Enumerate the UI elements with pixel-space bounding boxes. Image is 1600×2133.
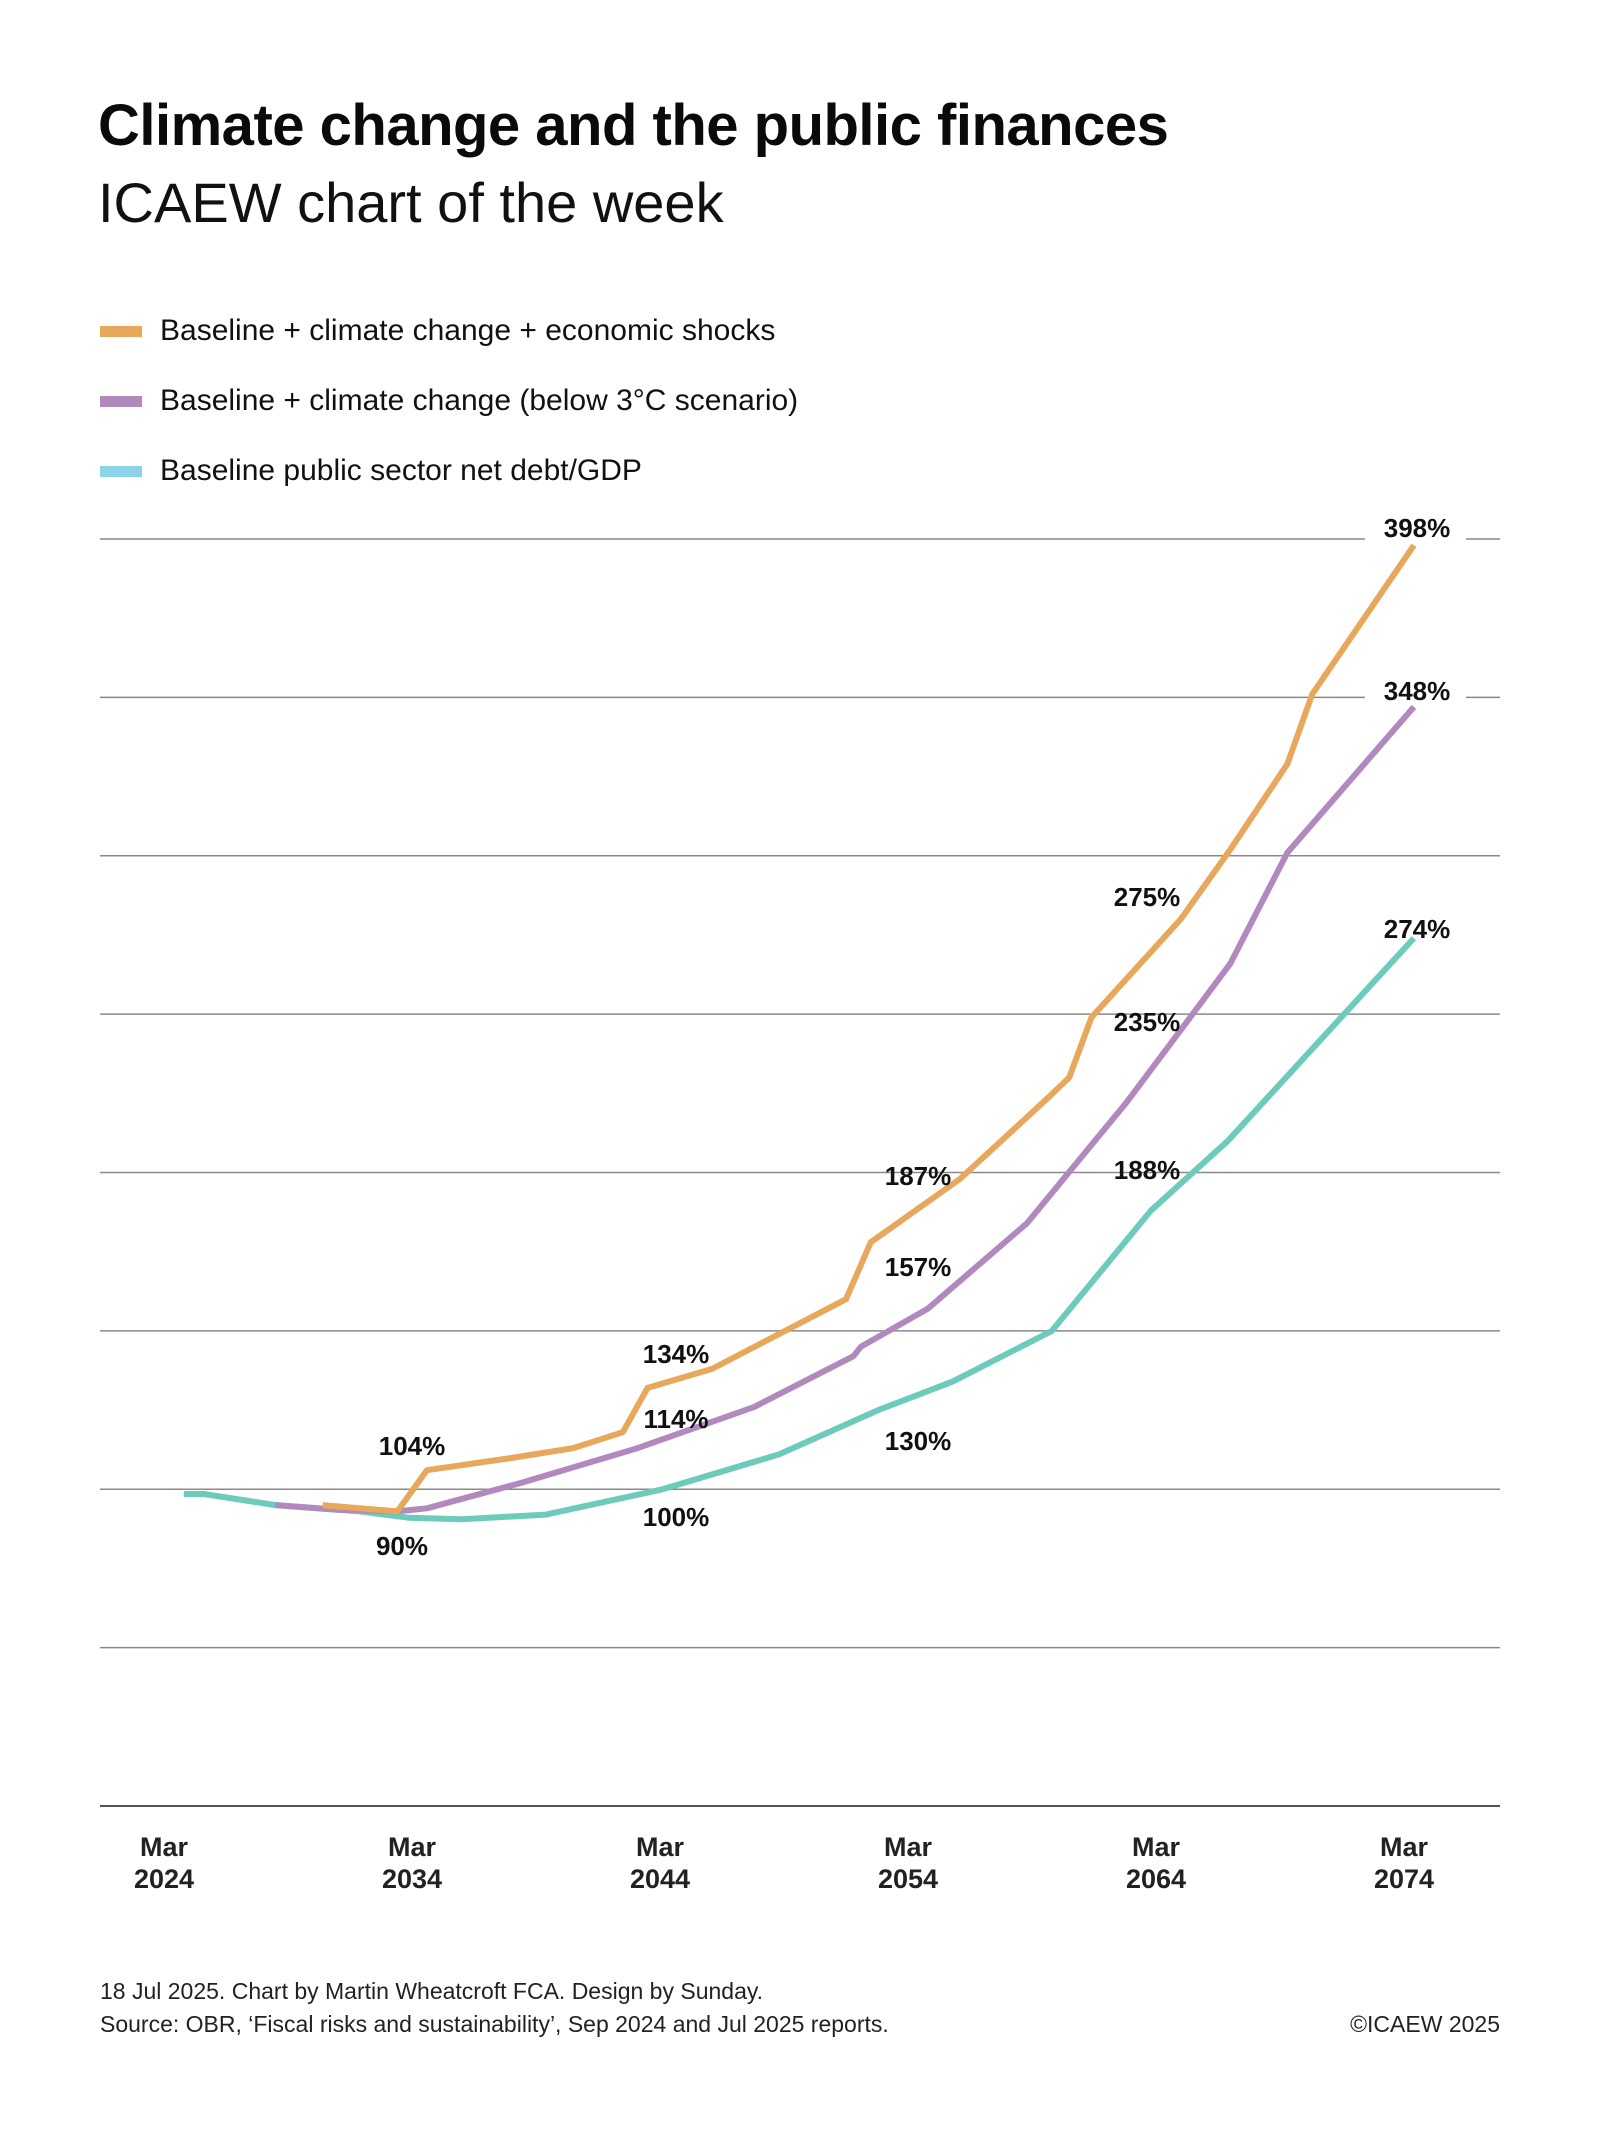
- x-tick-year: 2074: [1374, 1864, 1434, 1894]
- x-tick-label: Mar 2074: [1374, 1832, 1434, 1894]
- x-tick-year: 2054: [878, 1864, 938, 1894]
- legend-item-baseline: Baseline public sector net debt/GDP: [100, 436, 798, 506]
- page-subtitle: ICAEW chart of the week: [98, 171, 724, 234]
- data-label-climate: 348%: [1384, 676, 1451, 706]
- x-tick-label: Mar 2024: [134, 1832, 194, 1894]
- gridlines: [100, 538, 1500, 1807]
- data-label-shocks: 187%: [885, 1161, 952, 1191]
- data-label-climate: 114%: [643, 1404, 708, 1434]
- data-label-climate: 157%: [885, 1252, 952, 1282]
- data-label-baseline: 90%: [376, 1531, 428, 1561]
- data-label-shocks: 398%: [1384, 513, 1451, 543]
- legend-item-climate: Baseline + climate change (below 3°C sce…: [100, 366, 798, 436]
- x-tick-label: Mar 2054: [878, 1832, 938, 1894]
- legend-label: Baseline + climate change + economic sho…: [160, 314, 776, 347]
- x-tick-label: Mar 2034: [382, 1832, 442, 1894]
- data-label-baseline: 274%: [1384, 914, 1451, 944]
- x-tick-year: 2044: [630, 1864, 690, 1894]
- data-label-baseline: 130%: [885, 1426, 952, 1456]
- x-tick-month: Mar: [388, 1832, 437, 1862]
- x-tick-year: 2024: [134, 1864, 194, 1894]
- x-tick-label: Mar 2044: [630, 1832, 690, 1894]
- footer-source: Source: OBR, ‘Fiscal risks and sustainab…: [100, 2011, 889, 2037]
- footer-copyright: ©ICAEW 2025: [1350, 2011, 1500, 2037]
- data-label-shocks: 134%: [643, 1339, 710, 1369]
- legend-label: Baseline public sector net debt/GDP: [160, 454, 642, 487]
- data-labels: 398% 348% 275% 274% 235% 187% 188% 157% 134% 114%…: [376, 513, 1450, 1561]
- footer-credit: 18 Jul 2025. Chart by Martin Wheatcroft …: [100, 1978, 764, 2004]
- series-line-climate: [275, 704, 1417, 1515]
- legend-swatch-baseline: [100, 465, 142, 477]
- x-tick-year: 2064: [1126, 1864, 1186, 1894]
- data-label-climate: 235%: [1114, 1007, 1181, 1037]
- x-tick-month: Mar: [1132, 1832, 1181, 1862]
- data-label-shocks: 104%: [379, 1431, 446, 1461]
- legend-item-shocks: Baseline + climate change + economic sho…: [100, 296, 798, 366]
- data-label-shocks: 275%: [1114, 882, 1181, 912]
- legend-swatch-shocks: [100, 325, 142, 337]
- series-line-baseline: [183, 936, 1417, 1523]
- x-tick-month: Mar: [636, 1832, 685, 1862]
- x-tick-month: Mar: [1380, 1832, 1429, 1862]
- x-tick-month: Mar: [140, 1832, 189, 1862]
- chart-legend: Baseline + climate change + economic sho…: [100, 296, 798, 506]
- x-tick-year: 2034: [382, 1864, 442, 1894]
- legend-label: Baseline + climate change (below 3°C sce…: [160, 384, 799, 417]
- data-label-baseline: 100%: [643, 1502, 710, 1532]
- x-tick-label: Mar 2064: [1126, 1832, 1186, 1894]
- page-title: Climate change and the public finances: [98, 93, 1169, 158]
- legend-swatch-climate: [100, 395, 142, 407]
- series-line-shocks: [322, 543, 1417, 1515]
- series-lines: [183, 543, 1417, 1523]
- data-label-baseline: 188%: [1114, 1155, 1181, 1185]
- x-tick-month: Mar: [884, 1832, 933, 1862]
